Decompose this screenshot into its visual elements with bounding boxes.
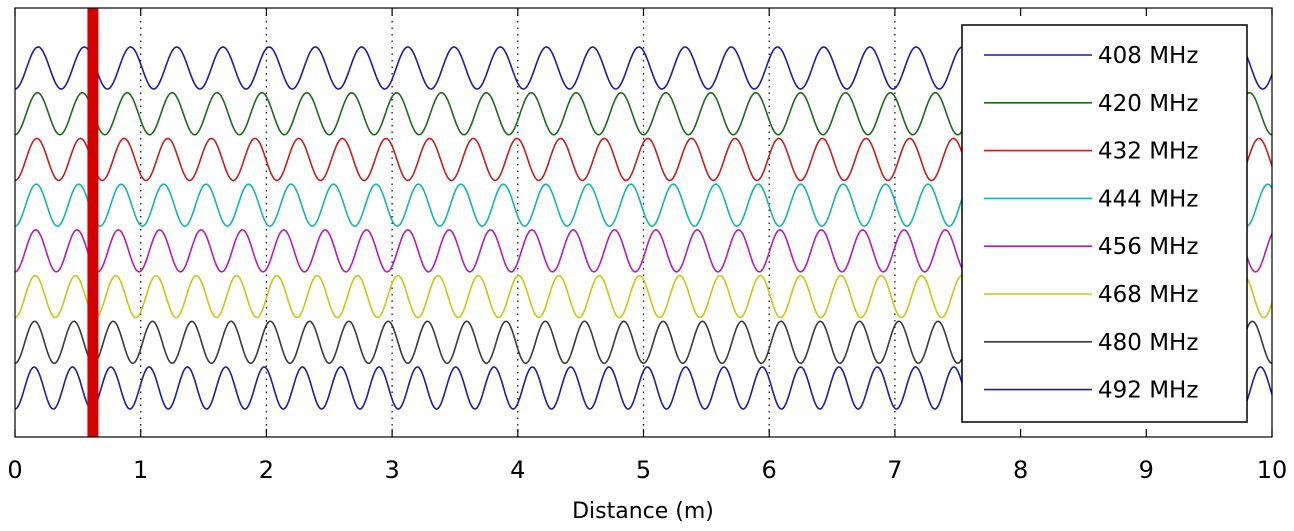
x-tick-label: 8: [1013, 456, 1028, 484]
legend-label: 408 MHz: [1098, 43, 1198, 69]
legend-label: 456 MHz: [1098, 234, 1198, 260]
x-tick-label: 4: [510, 456, 525, 484]
x-tick-label: 0: [7, 456, 22, 484]
x-tick-label: 2: [259, 456, 274, 484]
x-tick-label: 6: [762, 456, 777, 484]
x-tick-label: 3: [384, 456, 399, 484]
x-tick-label: 10: [1257, 456, 1288, 484]
x-tick-label: 7: [887, 456, 902, 484]
legend-box: [961, 24, 1248, 423]
legend-label: 444 MHz: [1098, 186, 1198, 212]
legend-entry: 468 MHz: [984, 282, 1198, 308]
tick-layer: 0 1 2 3 4 5 6 7 8 9 10: [7, 8, 1287, 484]
legend-label: 492 MHz: [1098, 378, 1198, 404]
x-tick-label: 1: [133, 456, 148, 484]
legend-entry: 456 MHz: [984, 234, 1198, 260]
legend-entry: 492 MHz: [984, 378, 1198, 404]
legend-label: 432 MHz: [1098, 139, 1198, 165]
legend-entry: 480 MHz: [984, 330, 1198, 356]
x-tick-label: 9: [1139, 456, 1154, 484]
legend-entry: 420 MHz: [984, 91, 1198, 117]
legend-entry: 408 MHz: [984, 43, 1198, 69]
legend-label: 468 MHz: [1098, 282, 1198, 308]
x-axis-label: Distance (m): [572, 499, 714, 524]
legend-entry: 432 MHz: [984, 139, 1198, 165]
legend-entry: 444 MHz: [984, 186, 1198, 212]
legend-items: 408 MHz 420 MHz 432 MHz 444 MHz 456 MHz 468 M…: [984, 43, 1198, 404]
legend: 408 MHz 420 MHz 432 MHz 444 MHz 456 MHz 468 M…: [961, 24, 1248, 423]
x-tick-label: 5: [636, 456, 651, 484]
legend-label: 480 MHz: [1098, 330, 1198, 356]
legend-label: 420 MHz: [1098, 91, 1198, 117]
